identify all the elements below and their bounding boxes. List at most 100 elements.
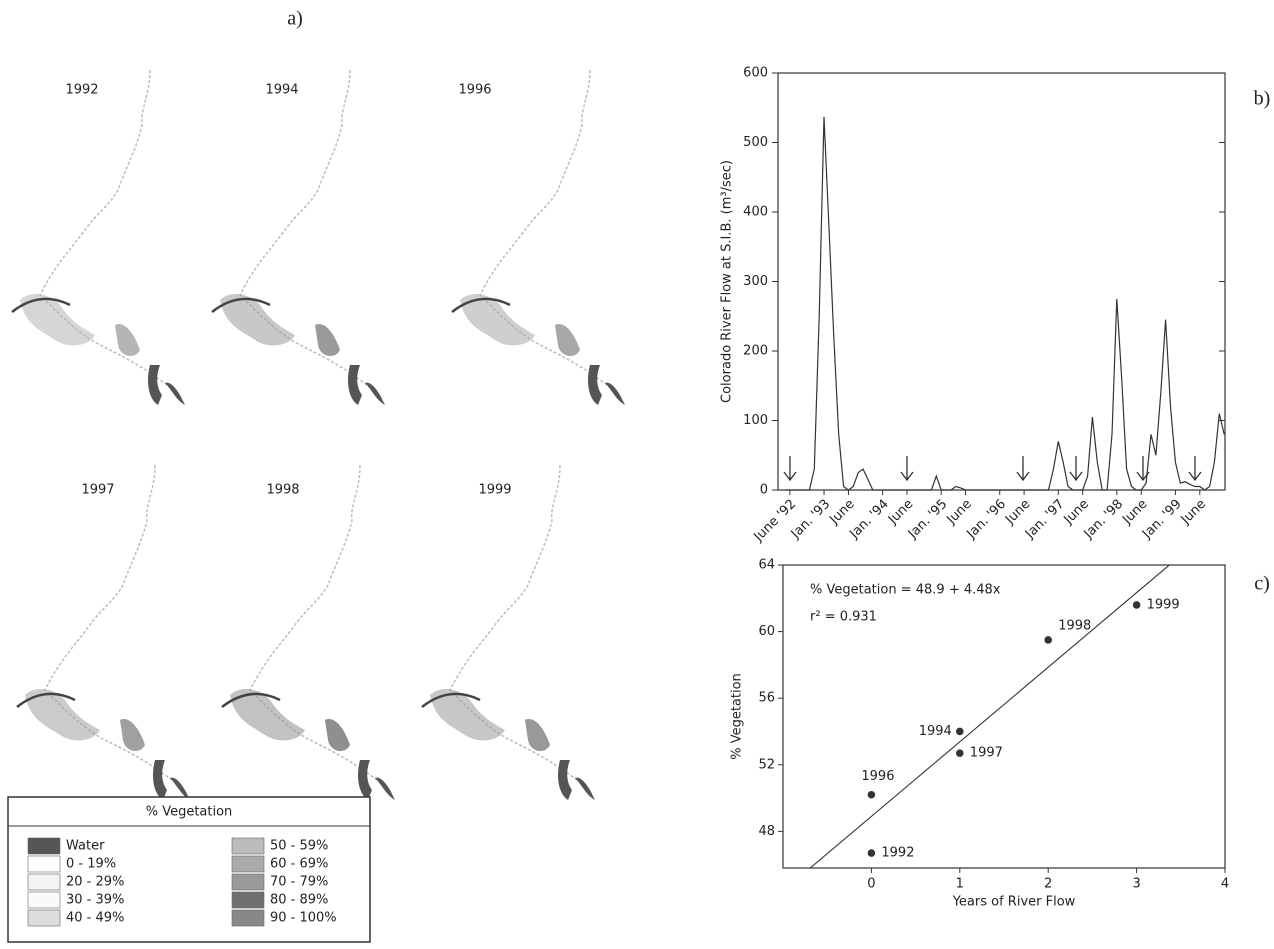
flow-line	[785, 116, 1225, 491]
y-tick-label: 64	[758, 558, 775, 573]
point-label: 1997	[970, 746, 1003, 761]
legend-label: Water	[66, 839, 105, 854]
river	[249, 464, 393, 796]
y-tick-label: 600	[743, 66, 768, 81]
point	[1044, 636, 1052, 644]
lake	[525, 719, 550, 752]
legend-swatch	[27, 909, 61, 927]
y-axis-label: % Vegetation	[730, 673, 745, 760]
boundary-arc	[11, 297, 71, 313]
point	[956, 727, 964, 736]
delta	[152, 760, 190, 800]
lake	[115, 324, 140, 357]
point-label: 1999	[1147, 597, 1180, 612]
y-tick-label: 200	[743, 344, 768, 359]
map-year: 1999	[478, 483, 511, 498]
y-tick-label: 300	[743, 274, 768, 289]
map-year: 1998	[266, 483, 299, 498]
legend-label: 40 - 49%	[66, 911, 124, 926]
map-year: 1994	[265, 83, 298, 98]
delta	[587, 365, 625, 405]
legend-label: 20 - 29%	[66, 875, 124, 890]
x-tick-label: 3	[1132, 877, 1140, 892]
legend-title: % Vegetation	[146, 805, 233, 820]
lake	[325, 719, 350, 752]
y-tick-label: 400	[743, 205, 768, 220]
delta	[147, 365, 185, 405]
map-year: 1992	[65, 83, 98, 98]
panel-label: b)	[1254, 88, 1271, 110]
point	[867, 849, 876, 857]
legend-swatch	[231, 855, 265, 873]
point-label: 1998	[1058, 618, 1091, 633]
x-tick-label: June	[826, 497, 857, 528]
plot-frame	[782, 564, 1226, 869]
vegetation-area	[430, 688, 505, 741]
fit-line	[809, 565, 1171, 868]
y-axis-label: Colorado River Flow at S.I.B. (m³/sec)	[720, 160, 735, 403]
y-tick-label: 48	[758, 824, 775, 839]
legend-label: 0 - 19%	[66, 857, 116, 872]
arrow	[1069, 456, 1083, 482]
y-tick-label: 56	[758, 691, 775, 706]
delta	[357, 760, 395, 800]
annotation: % Vegetation = 48.9 + 4.48x	[810, 583, 1001, 598]
vegetation-area	[460, 293, 535, 346]
boundary-arc	[16, 692, 76, 708]
x-tick-label: June	[885, 497, 916, 528]
legend-swatch	[27, 891, 61, 909]
river	[239, 69, 383, 401]
river	[44, 464, 188, 796]
map: 1994	[211, 69, 385, 405]
legend-label: 50 - 59%	[270, 839, 328, 854]
arrow	[1188, 456, 1202, 482]
vegetation-area	[20, 293, 95, 346]
delta	[557, 760, 595, 800]
x-tick-label: June	[1119, 497, 1150, 528]
arrow	[900, 456, 914, 482]
x-tick-label: June	[944, 497, 975, 528]
x-tick-label: June	[1178, 497, 1209, 528]
vegetation-area	[25, 688, 100, 741]
legend-label: 60 - 69%	[270, 857, 328, 872]
x-tick-label: June '92	[751, 497, 799, 545]
y-tick-label: 500	[743, 135, 768, 150]
legend-swatch	[27, 855, 61, 873]
y-tick-label: 0	[760, 483, 768, 498]
point	[867, 790, 876, 799]
annotation: r² = 0.931	[810, 610, 877, 625]
legend-label: 70 - 79%	[270, 875, 328, 890]
lake	[120, 719, 145, 752]
boundary-arc	[211, 297, 271, 313]
y-tick-label: 100	[743, 413, 768, 428]
y-tick-label: 52	[758, 757, 775, 772]
point	[956, 749, 964, 757]
x-tick-label: 0	[867, 877, 875, 892]
legend-box	[7, 796, 371, 943]
x-tick-label: 2	[1044, 877, 1052, 892]
delta	[347, 365, 385, 405]
lake	[315, 324, 340, 357]
point	[1132, 601, 1141, 609]
y-tick-label: 60	[758, 624, 775, 639]
x-tick-label: June	[1002, 497, 1033, 528]
maps: 1992 1994 1996 1997 1998 1999	[11, 69, 625, 800]
river	[39, 69, 183, 401]
boundary-arc	[421, 692, 481, 708]
legend-label: 30 - 39%	[66, 893, 124, 908]
point-label: 1992	[881, 846, 914, 861]
legend-label: 90 - 100%	[270, 911, 337, 926]
legend-swatch	[27, 837, 61, 855]
x-tick-label: 4	[1221, 877, 1229, 892]
map-year: 1997	[81, 483, 114, 498]
legend-swatch	[231, 837, 265, 855]
panel-label: a)	[287, 8, 303, 30]
vegetation-area	[220, 293, 295, 346]
boundary-arc	[221, 692, 281, 708]
legend-label: 80 - 89%	[270, 893, 328, 908]
river	[479, 69, 623, 401]
boundary-arc	[451, 297, 511, 313]
map: 1996	[451, 69, 625, 405]
map: 1992	[11, 69, 185, 405]
